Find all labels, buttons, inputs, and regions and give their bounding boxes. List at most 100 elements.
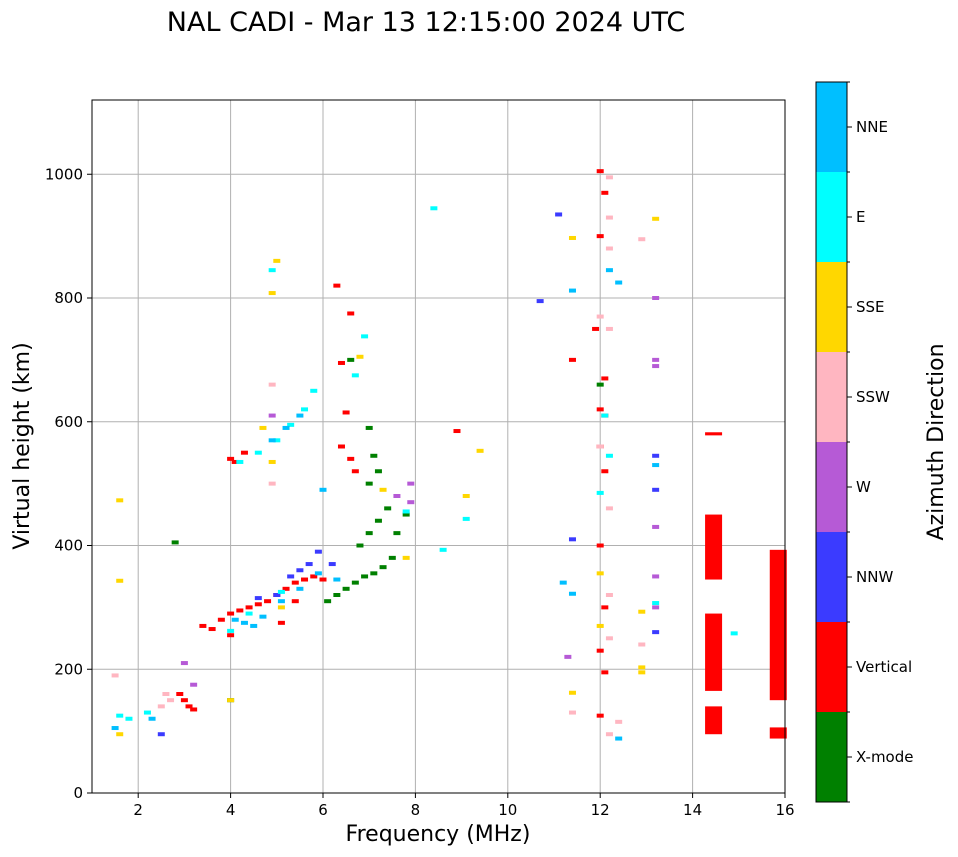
colorbar-label: Azimuth Direction <box>924 343 949 540</box>
data-point-e <box>287 422 295 427</box>
data-point-vertical <box>176 692 184 696</box>
data-point-ssw <box>605 246 613 251</box>
data-point-nne <box>259 614 267 619</box>
data-point-sse <box>227 698 235 703</box>
data-point-ssw <box>568 710 576 715</box>
data-point-nne <box>296 586 304 591</box>
data-point-sse <box>273 258 281 263</box>
data-point-nnw <box>536 299 544 304</box>
data-point-e <box>236 459 244 464</box>
data-point-vertical <box>291 599 299 604</box>
data-point-ssw <box>111 673 119 678</box>
data-point-e <box>254 450 262 455</box>
data-point-vertical <box>337 444 345 449</box>
data-point-nnw <box>314 549 322 554</box>
data-point-vertical <box>592 326 600 331</box>
data-point-ssw <box>605 636 613 641</box>
data-point-w <box>407 481 415 486</box>
x-tick-label: 4 <box>226 801 236 819</box>
grid-lines <box>92 100 786 794</box>
colorbar-tick-label: Vertical <box>856 658 912 676</box>
data-point-nnw <box>652 630 660 635</box>
data-point-e <box>439 547 447 552</box>
data-point-vertical <box>185 704 193 709</box>
data-point-nne <box>605 268 613 273</box>
data-point-sse <box>402 555 410 560</box>
colorbar: X-mode Vertical NNW W SSW SSE E NNE <box>815 81 913 803</box>
data-point-w <box>652 605 660 610</box>
data-point-sse <box>277 605 285 610</box>
colorbar-segment-e <box>816 172 847 262</box>
data-point-w <box>180 661 188 666</box>
data-point-x-mode <box>347 357 355 362</box>
echo-bar-vertical <box>705 514 723 580</box>
data-point-x-mode <box>324 599 332 604</box>
colorbar-tick-label: NNW <box>856 568 893 586</box>
data-point-nne <box>282 425 290 430</box>
data-point-ssw <box>605 593 613 597</box>
data-point-x-mode <box>402 512 410 517</box>
data-point-nne <box>568 288 576 293</box>
echo-bar-vertical <box>705 432 723 436</box>
data-point-vertical <box>227 456 235 461</box>
data-point-ssw <box>605 326 613 331</box>
data-point-e <box>245 611 253 616</box>
data-point-nnw <box>287 574 295 579</box>
data-point-nne <box>319 487 327 492</box>
y-tick-label: 0 <box>73 784 83 802</box>
data-point-x-mode <box>351 580 359 585</box>
data-point-e <box>652 601 660 606</box>
data-point-vertical <box>227 611 235 616</box>
data-point-vertical <box>199 623 207 628</box>
data-point-nne <box>231 617 239 622</box>
y-tick-label: 600 <box>54 413 83 431</box>
data-point-x-mode <box>333 593 341 597</box>
data-point-vertical <box>596 234 604 239</box>
data-point-e <box>596 490 604 495</box>
data-point-e <box>402 509 410 514</box>
data-point-vertical <box>180 698 188 703</box>
data-point-sse <box>596 623 604 628</box>
data-point-vertical <box>277 620 285 625</box>
y-tick-label: 200 <box>54 660 83 678</box>
data-point-e <box>227 628 235 633</box>
colorbar-tick-label: E <box>856 208 865 226</box>
plot-area: 2 4 6 8 10 12 14 16 0 200 400 600 800 1000 <box>45 99 795 819</box>
data-point-vertical <box>601 376 609 381</box>
data-point-nnw <box>254 596 262 601</box>
x-ticks: 2 4 6 8 10 12 14 16 <box>133 793 795 819</box>
data-point-e <box>268 268 276 273</box>
data-point-x-mode <box>365 481 373 486</box>
data-point-nnw <box>305 562 313 567</box>
data-point-vertical <box>596 713 604 718</box>
data-point-vertical <box>347 311 355 316</box>
data-point-nne <box>314 571 322 576</box>
data-point-vertical <box>190 707 198 712</box>
data-point-sse <box>462 494 470 498</box>
data-point-ssw <box>596 444 604 449</box>
data-point-x-mode <box>374 518 382 523</box>
data-point-e <box>430 206 438 211</box>
data-point-vertical <box>231 459 239 464</box>
data-point-vertical <box>601 670 609 675</box>
colorbar-segment-vertical <box>816 622 847 712</box>
data-point-ssw <box>638 237 646 242</box>
echo-bar-vertical <box>769 727 787 739</box>
data-point-e <box>462 516 470 521</box>
data-point-sse <box>596 571 604 576</box>
data-point-nne <box>568 591 576 596</box>
data-point-vertical <box>254 602 262 607</box>
data-point-e <box>351 373 359 378</box>
data-point-vertical <box>351 469 359 474</box>
data-point-ssw <box>162 692 170 696</box>
data-point-nnw <box>568 537 576 542</box>
data-point-x-mode <box>596 382 604 387</box>
data-point-sse <box>568 690 576 695</box>
data-point-sse <box>268 459 276 464</box>
data-point-vertical <box>337 360 345 365</box>
data-point-nnw <box>296 568 304 573</box>
data-point-vertical <box>208 627 216 632</box>
colorbar-segment-sse <box>816 262 847 352</box>
data-point-nne <box>615 736 623 741</box>
